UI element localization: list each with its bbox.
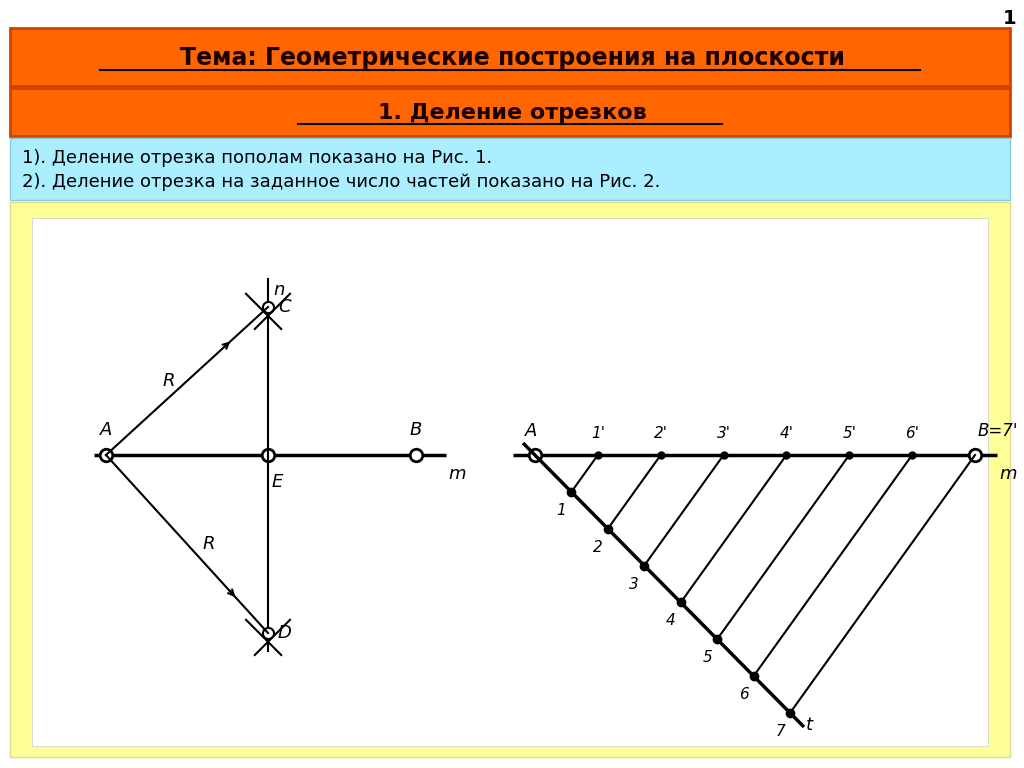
Text: n: n xyxy=(273,281,285,299)
Bar xyxy=(10,28,1010,86)
Text: 2). Деление отрезка на заданное число частей показано на Рис. 2.: 2). Деление отрезка на заданное число ча… xyxy=(22,173,660,191)
Text: 4': 4' xyxy=(779,426,794,441)
Text: 2': 2' xyxy=(653,426,668,441)
Text: 1. Деление отрезков: 1. Деление отрезков xyxy=(378,103,646,123)
Text: R: R xyxy=(203,535,215,553)
Text: 6': 6' xyxy=(905,426,920,441)
Text: m: m xyxy=(449,465,466,483)
Text: Тема: Геометрические построения на плоскости: Тема: Геометрические построения на плоск… xyxy=(179,46,845,70)
Text: 3': 3' xyxy=(717,426,730,441)
Text: A: A xyxy=(525,422,538,440)
Text: 1': 1' xyxy=(591,426,605,441)
Text: A: A xyxy=(99,421,113,439)
Text: 7: 7 xyxy=(775,724,784,739)
Text: t: t xyxy=(806,716,813,734)
Text: B: B xyxy=(410,421,422,439)
Text: 2: 2 xyxy=(593,540,603,554)
Text: B=7': B=7' xyxy=(978,422,1019,440)
Bar xyxy=(10,138,1010,200)
Text: 1: 1 xyxy=(1004,8,1017,28)
Text: 5: 5 xyxy=(702,650,712,665)
Text: 1: 1 xyxy=(557,503,566,518)
Bar xyxy=(32,218,988,746)
Text: R: R xyxy=(163,372,175,390)
Text: 5': 5' xyxy=(843,426,856,441)
Bar xyxy=(10,202,1010,757)
Text: E: E xyxy=(272,473,284,491)
Text: D: D xyxy=(278,624,292,642)
Text: m: m xyxy=(999,465,1017,483)
Bar xyxy=(10,88,1010,136)
Text: 6: 6 xyxy=(738,687,749,702)
Text: 1). Деление отрезка пополам показано на Рис. 1.: 1). Деление отрезка пополам показано на … xyxy=(22,149,493,167)
Text: 3: 3 xyxy=(630,577,639,591)
Text: 4: 4 xyxy=(666,614,676,628)
Text: C: C xyxy=(278,298,291,316)
